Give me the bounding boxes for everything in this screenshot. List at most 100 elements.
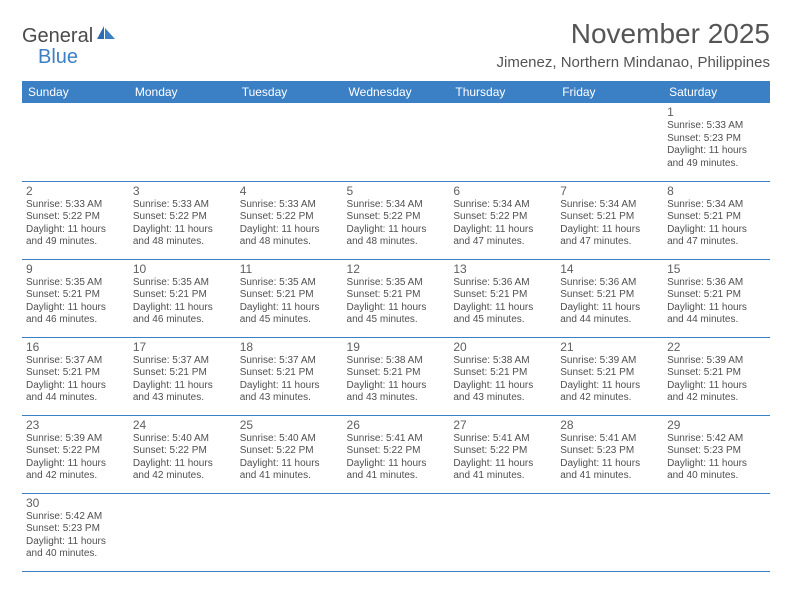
day-info: Sunrise: 5:33 AMSunset: 5:22 PMDaylight:… bbox=[133, 199, 232, 249]
day-number: 3 bbox=[133, 184, 232, 198]
day-number: 1 bbox=[667, 105, 766, 119]
logo-text-general: General bbox=[22, 25, 93, 48]
day-number: 2 bbox=[26, 184, 125, 198]
calendar-row: 1Sunrise: 5:33 AMSunset: 5:23 PMDaylight… bbox=[22, 103, 770, 181]
day-number: 16 bbox=[26, 340, 125, 354]
calendar-cell: 12Sunrise: 5:35 AMSunset: 5:21 PMDayligh… bbox=[343, 259, 450, 337]
day-info: Sunrise: 5:39 AMSunset: 5:21 PMDaylight:… bbox=[667, 355, 766, 405]
day-number: 30 bbox=[26, 496, 125, 510]
day-info: Sunrise: 5:35 AMSunset: 5:21 PMDaylight:… bbox=[240, 277, 339, 327]
calendar-cell: 25Sunrise: 5:40 AMSunset: 5:22 PMDayligh… bbox=[236, 415, 343, 493]
day-number: 24 bbox=[133, 418, 232, 432]
calendar-cell: 22Sunrise: 5:39 AMSunset: 5:21 PMDayligh… bbox=[663, 337, 770, 415]
day-info: Sunrise: 5:40 AMSunset: 5:22 PMDaylight:… bbox=[240, 433, 339, 483]
calendar-cell: 18Sunrise: 5:37 AMSunset: 5:21 PMDayligh… bbox=[236, 337, 343, 415]
logo: General bbox=[22, 24, 119, 48]
day-number: 9 bbox=[26, 262, 125, 276]
calendar-row: 2Sunrise: 5:33 AMSunset: 5:22 PMDaylight… bbox=[22, 181, 770, 259]
day-info: Sunrise: 5:38 AMSunset: 5:21 PMDaylight:… bbox=[347, 355, 446, 405]
day-number: 18 bbox=[240, 340, 339, 354]
day-info: Sunrise: 5:34 AMSunset: 5:22 PMDaylight:… bbox=[347, 199, 446, 249]
calendar-cell: 29Sunrise: 5:42 AMSunset: 5:23 PMDayligh… bbox=[663, 415, 770, 493]
day-number: 13 bbox=[453, 262, 552, 276]
title-block: November 2025 Jimenez, Northern Mindanao… bbox=[497, 18, 770, 71]
day-number: 28 bbox=[560, 418, 659, 432]
calendar-cell: 13Sunrise: 5:36 AMSunset: 5:21 PMDayligh… bbox=[449, 259, 556, 337]
calendar-cell: 30Sunrise: 5:42 AMSunset: 5:23 PMDayligh… bbox=[22, 493, 129, 571]
calendar-cell: 24Sunrise: 5:40 AMSunset: 5:22 PMDayligh… bbox=[129, 415, 236, 493]
day-number: 29 bbox=[667, 418, 766, 432]
day-info: Sunrise: 5:36 AMSunset: 5:21 PMDaylight:… bbox=[453, 277, 552, 327]
calendar-cell bbox=[236, 493, 343, 571]
day-number: 11 bbox=[240, 262, 339, 276]
day-info: Sunrise: 5:33 AMSunset: 5:22 PMDaylight:… bbox=[26, 199, 125, 249]
calendar-cell: 7Sunrise: 5:34 AMSunset: 5:21 PMDaylight… bbox=[556, 181, 663, 259]
header: General November 2025 Jimenez, Northern … bbox=[22, 18, 770, 71]
calendar-cell: 20Sunrise: 5:38 AMSunset: 5:21 PMDayligh… bbox=[449, 337, 556, 415]
weekday-header: Thursday bbox=[449, 81, 556, 103]
calendar-cell: 3Sunrise: 5:33 AMSunset: 5:22 PMDaylight… bbox=[129, 181, 236, 259]
day-info: Sunrise: 5:34 AMSunset: 5:21 PMDaylight:… bbox=[667, 199, 766, 249]
day-info: Sunrise: 5:34 AMSunset: 5:21 PMDaylight:… bbox=[560, 199, 659, 249]
day-info: Sunrise: 5:41 AMSunset: 5:22 PMDaylight:… bbox=[453, 433, 552, 483]
month-title: November 2025 bbox=[497, 18, 770, 50]
calendar-cell: 9Sunrise: 5:35 AMSunset: 5:21 PMDaylight… bbox=[22, 259, 129, 337]
day-info: Sunrise: 5:36 AMSunset: 5:21 PMDaylight:… bbox=[667, 277, 766, 327]
weekday-header: Saturday bbox=[663, 81, 770, 103]
day-number: 25 bbox=[240, 418, 339, 432]
day-info: Sunrise: 5:41 AMSunset: 5:23 PMDaylight:… bbox=[560, 433, 659, 483]
day-info: Sunrise: 5:36 AMSunset: 5:21 PMDaylight:… bbox=[560, 277, 659, 327]
day-info: Sunrise: 5:37 AMSunset: 5:21 PMDaylight:… bbox=[26, 355, 125, 405]
calendar-cell: 2Sunrise: 5:33 AMSunset: 5:22 PMDaylight… bbox=[22, 181, 129, 259]
weekday-header: Wednesday bbox=[343, 81, 450, 103]
calendar-cell bbox=[663, 493, 770, 571]
day-number: 26 bbox=[347, 418, 446, 432]
logo-text-blue: Blue bbox=[38, 46, 78, 69]
day-number: 15 bbox=[667, 262, 766, 276]
calendar-cell: 23Sunrise: 5:39 AMSunset: 5:22 PMDayligh… bbox=[22, 415, 129, 493]
day-info: Sunrise: 5:39 AMSunset: 5:21 PMDaylight:… bbox=[560, 355, 659, 405]
day-info: Sunrise: 5:42 AMSunset: 5:23 PMDaylight:… bbox=[26, 511, 125, 561]
day-info: Sunrise: 5:38 AMSunset: 5:21 PMDaylight:… bbox=[453, 355, 552, 405]
day-number: 7 bbox=[560, 184, 659, 198]
day-info: Sunrise: 5:35 AMSunset: 5:21 PMDaylight:… bbox=[26, 277, 125, 327]
calendar-cell bbox=[556, 103, 663, 181]
day-info: Sunrise: 5:40 AMSunset: 5:22 PMDaylight:… bbox=[133, 433, 232, 483]
calendar-cell bbox=[129, 103, 236, 181]
calendar-row: 30Sunrise: 5:42 AMSunset: 5:23 PMDayligh… bbox=[22, 493, 770, 571]
day-number: 8 bbox=[667, 184, 766, 198]
day-number: 23 bbox=[26, 418, 125, 432]
calendar-cell bbox=[236, 103, 343, 181]
calendar-cell bbox=[449, 493, 556, 571]
calendar-cell: 28Sunrise: 5:41 AMSunset: 5:23 PMDayligh… bbox=[556, 415, 663, 493]
weekday-header-row: Sunday Monday Tuesday Wednesday Thursday… bbox=[22, 81, 770, 103]
logo-sail-icon bbox=[95, 24, 117, 48]
day-number: 4 bbox=[240, 184, 339, 198]
day-number: 27 bbox=[453, 418, 552, 432]
day-number: 12 bbox=[347, 262, 446, 276]
day-info: Sunrise: 5:34 AMSunset: 5:22 PMDaylight:… bbox=[453, 199, 552, 249]
calendar-cell: 5Sunrise: 5:34 AMSunset: 5:22 PMDaylight… bbox=[343, 181, 450, 259]
calendar-cell: 16Sunrise: 5:37 AMSunset: 5:21 PMDayligh… bbox=[22, 337, 129, 415]
calendar-cell: 10Sunrise: 5:35 AMSunset: 5:21 PMDayligh… bbox=[129, 259, 236, 337]
day-info: Sunrise: 5:37 AMSunset: 5:21 PMDaylight:… bbox=[240, 355, 339, 405]
day-info: Sunrise: 5:33 AMSunset: 5:23 PMDaylight:… bbox=[667, 120, 766, 170]
weekday-header: Tuesday bbox=[236, 81, 343, 103]
day-number: 22 bbox=[667, 340, 766, 354]
calendar-cell: 26Sunrise: 5:41 AMSunset: 5:22 PMDayligh… bbox=[343, 415, 450, 493]
calendar-cell: 4Sunrise: 5:33 AMSunset: 5:22 PMDaylight… bbox=[236, 181, 343, 259]
calendar-row: 23Sunrise: 5:39 AMSunset: 5:22 PMDayligh… bbox=[22, 415, 770, 493]
day-number: 17 bbox=[133, 340, 232, 354]
location-text: Jimenez, Northern Mindanao, Philippines bbox=[497, 54, 770, 71]
day-info: Sunrise: 5:35 AMSunset: 5:21 PMDaylight:… bbox=[347, 277, 446, 327]
weekday-header: Friday bbox=[556, 81, 663, 103]
calendar-cell: 1Sunrise: 5:33 AMSunset: 5:23 PMDaylight… bbox=[663, 103, 770, 181]
calendar-cell: 11Sunrise: 5:35 AMSunset: 5:21 PMDayligh… bbox=[236, 259, 343, 337]
calendar-cell bbox=[129, 493, 236, 571]
calendar-row: 16Sunrise: 5:37 AMSunset: 5:21 PMDayligh… bbox=[22, 337, 770, 415]
day-info: Sunrise: 5:33 AMSunset: 5:22 PMDaylight:… bbox=[240, 199, 339, 249]
calendar-cell bbox=[449, 103, 556, 181]
calendar-cell bbox=[343, 493, 450, 571]
calendar-cell: 14Sunrise: 5:36 AMSunset: 5:21 PMDayligh… bbox=[556, 259, 663, 337]
day-info: Sunrise: 5:41 AMSunset: 5:22 PMDaylight:… bbox=[347, 433, 446, 483]
